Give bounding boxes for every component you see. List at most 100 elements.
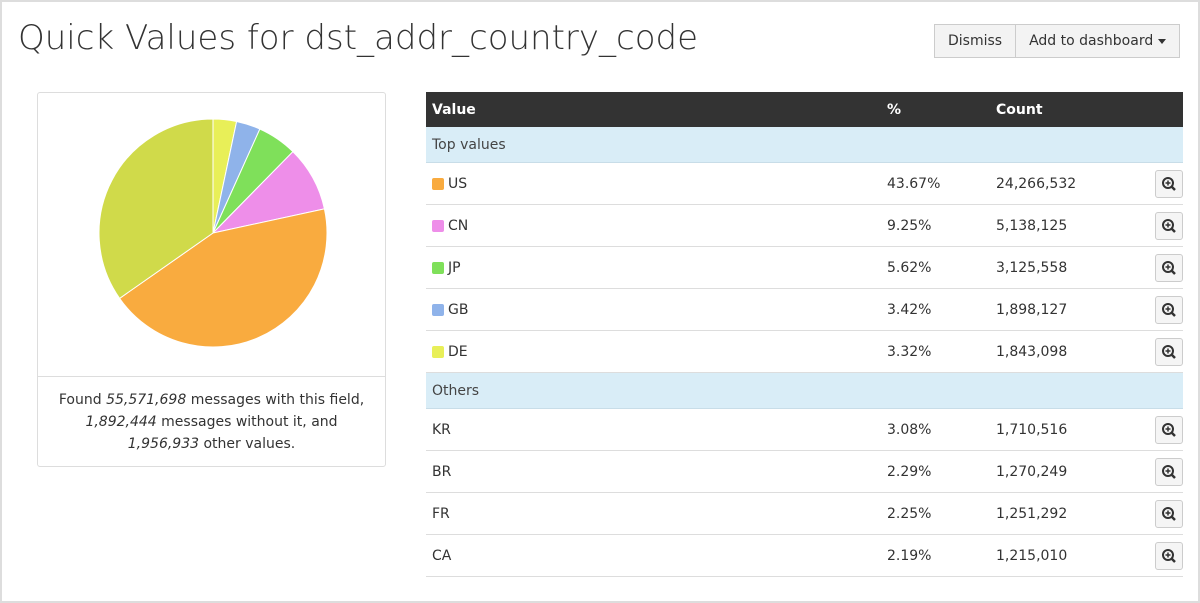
icon-part bbox=[1170, 185, 1176, 191]
table-header: Value% Count bbox=[426, 92, 1183, 127]
icon-part bbox=[1162, 302, 1174, 315]
group-row: Top values bbox=[426, 127, 1183, 163]
percent-text: 5.62% bbox=[887, 259, 932, 276]
summary-number: 55,571,698 bbox=[106, 392, 187, 408]
table-row: US 43.67% 24,266,532 bbox=[426, 163, 1183, 205]
table-row: CA 2.19% 1,215,010 bbox=[426, 535, 1183, 577]
value-cell: FR bbox=[432, 506, 450, 522]
button-label: Dismiss bbox=[948, 33, 1003, 49]
zoom-button[interactable] bbox=[1155, 457, 1183, 486]
zoom-button[interactable] bbox=[1155, 295, 1183, 324]
column-header: % bbox=[887, 101, 902, 118]
pie-chart bbox=[98, 118, 328, 348]
count-text: 3,125,558 bbox=[996, 259, 1068, 276]
zoom-icon bbox=[1162, 464, 1176, 479]
zoom-button[interactable] bbox=[1155, 169, 1183, 198]
value-text: US bbox=[448, 175, 468, 192]
count-text: 1,215,010 bbox=[996, 547, 1068, 564]
column-header: Value bbox=[432, 101, 476, 118]
color-swatch bbox=[432, 177, 444, 190]
value-text: CA bbox=[432, 547, 452, 564]
value-text: FR bbox=[432, 505, 450, 522]
zoom-icon bbox=[1162, 218, 1176, 233]
dismiss-button[interactable]: Dismiss bbox=[934, 24, 1017, 58]
table-row: FR 2.25% 1,251,292 bbox=[426, 493, 1183, 535]
icon-part bbox=[1162, 344, 1174, 357]
percent-text: 9.25% bbox=[887, 217, 932, 234]
zoom-icon bbox=[1162, 548, 1176, 563]
icon-part bbox=[1170, 431, 1176, 437]
add-to-dashboard-button[interactable]: Add to dashboard bbox=[1016, 24, 1181, 58]
zoom-icon bbox=[1162, 260, 1176, 275]
icon-part bbox=[1162, 464, 1174, 477]
value-cell: GB bbox=[432, 302, 468, 318]
summary-text: messages without it, and bbox=[161, 414, 338, 430]
table-body: Top values US 43.67% 24,266,532 CN 9.25% 5,138… bbox=[426, 127, 1183, 577]
value-text: JP bbox=[448, 259, 461, 276]
zoom-button[interactable] bbox=[1155, 253, 1183, 282]
summary-text: messages with this field, bbox=[190, 392, 365, 408]
value-text: DE bbox=[448, 343, 468, 360]
icon-part bbox=[1162, 176, 1174, 189]
icon-part bbox=[1170, 353, 1176, 359]
value-text: CN bbox=[448, 217, 469, 234]
value-cell: CA bbox=[432, 548, 451, 564]
value-text: BR bbox=[432, 463, 452, 480]
value-cell: CN bbox=[432, 218, 468, 234]
value-cell: JP bbox=[432, 260, 461, 276]
percent-text: 2.29% bbox=[887, 463, 932, 480]
table-row: DE 3.32% 1,843,098 bbox=[426, 331, 1183, 373]
group-label: Others bbox=[432, 382, 480, 399]
zoom-icon bbox=[1162, 506, 1176, 521]
zoom-icon bbox=[1162, 176, 1176, 191]
table-row: BR 2.29% 1,270,249 bbox=[426, 451, 1183, 493]
icon-part bbox=[1170, 473, 1176, 479]
icon-part bbox=[1170, 515, 1176, 521]
button-label: Add to dashboard bbox=[1029, 33, 1154, 49]
zoom-icon bbox=[1162, 344, 1176, 359]
icon-part bbox=[1170, 557, 1176, 563]
table-row: GB 3.42% 1,898,127 bbox=[426, 289, 1183, 331]
zoom-button[interactable] bbox=[1155, 541, 1183, 570]
color-swatch bbox=[432, 303, 444, 316]
summary-text: Found bbox=[58, 392, 102, 408]
value-text: KR bbox=[432, 421, 451, 438]
zoom-button[interactable] bbox=[1155, 211, 1183, 240]
color-swatch bbox=[432, 219, 444, 232]
zoom-button[interactable] bbox=[1155, 415, 1183, 444]
color-swatch bbox=[432, 261, 444, 274]
summary-number: 1,892,444 bbox=[85, 414, 157, 430]
icon-part bbox=[1170, 227, 1176, 233]
percent-text: 3.08% bbox=[887, 421, 932, 438]
summary: Found 55,571,698 messages with this fiel… bbox=[48, 389, 375, 455]
color-swatch bbox=[432, 345, 444, 358]
value-cell: US bbox=[432, 176, 467, 192]
summary-number: 1,956,933 bbox=[127, 436, 200, 452]
zoom-button[interactable] bbox=[1155, 337, 1183, 366]
zoom-icon bbox=[1162, 422, 1176, 437]
percent-text: 3.32% bbox=[887, 343, 932, 360]
table-row: CN 9.25% 5,138,125 bbox=[426, 205, 1183, 247]
value-cell: DE bbox=[432, 344, 468, 360]
value-cell: KR bbox=[432, 422, 451, 438]
zoom-button[interactable] bbox=[1155, 499, 1183, 528]
percent-text: 2.19% bbox=[887, 547, 932, 564]
caret bbox=[1158, 38, 1167, 44]
count-text: 1,898,127 bbox=[996, 301, 1068, 318]
chart-panel: Found 55,571,698 messages with this fiel… bbox=[37, 92, 386, 467]
values-table: Value% Count Top values US 43.67% 24,266,532… bbox=[426, 92, 1183, 577]
count-text: 1,710,516 bbox=[996, 421, 1068, 438]
icon-part bbox=[1162, 422, 1174, 435]
icon-part bbox=[1162, 260, 1174, 273]
value-cell: BR bbox=[432, 464, 451, 480]
value-text: GB bbox=[448, 301, 469, 318]
page-title: Quick Values for dst_addr_country_code bbox=[18, 18, 699, 58]
icon-part bbox=[1162, 506, 1174, 519]
zoom-icon bbox=[1162, 302, 1176, 317]
button-group: Dismiss Add to dashboard bbox=[934, 24, 1181, 58]
count-text: 24,266,532 bbox=[996, 175, 1077, 192]
group-row: Others bbox=[426, 373, 1183, 409]
table-row: JP 5.62% 3,125,558 bbox=[426, 247, 1183, 289]
count-text: 1,843,098 bbox=[996, 343, 1068, 360]
